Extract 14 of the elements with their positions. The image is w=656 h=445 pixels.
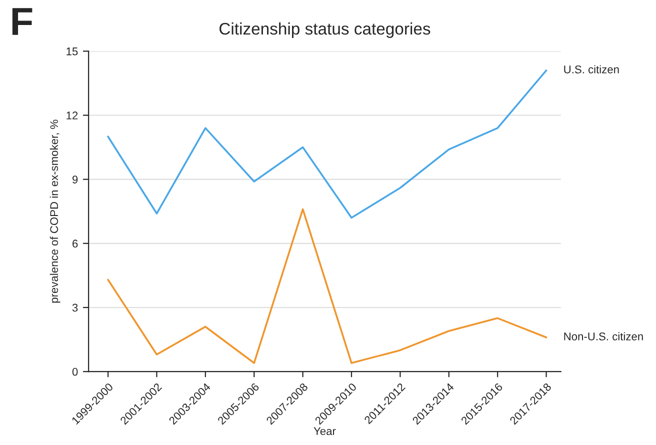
line-series — [107, 69, 548, 219]
line-series — [107, 208, 548, 364]
y-tick-label: 6 — [72, 240, 78, 248]
y-tick-label: 12 — [66, 112, 78, 120]
x-axis-title: Year — [314, 427, 336, 436]
y-tick-label: 9 — [72, 176, 78, 184]
chart-title: Citizenship status categories — [220, 22, 430, 38]
series-label: Non-U.S. citizen — [564, 332, 643, 340]
text: F — [12, 8, 32, 35]
y-tick-label: 15 — [66, 48, 78, 56]
series-label: U.S. citizen — [564, 65, 619, 74]
y-tick-label: 0 — [72, 368, 78, 376]
y-axis-title: prevalence of COPD in ex-smoker, % — [50, 120, 60, 303]
y-tick-label: 3 — [72, 304, 78, 312]
